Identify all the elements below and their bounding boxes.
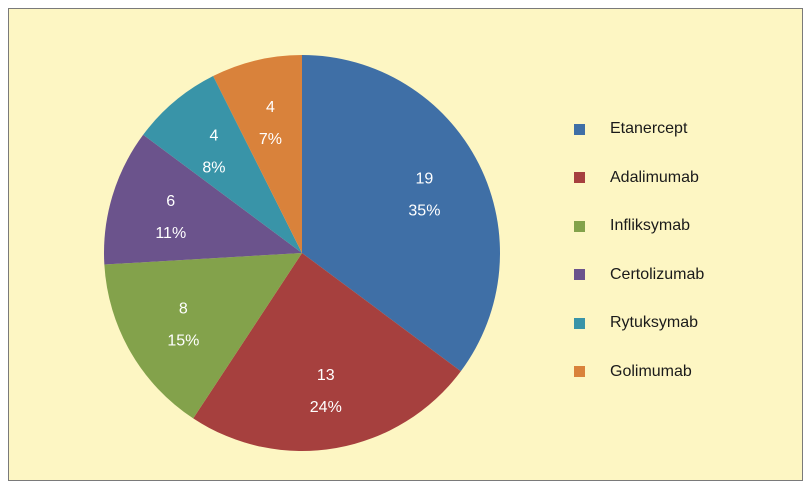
pie-slice-infliksymab xyxy=(104,253,302,419)
slice-value-label-rytuksymab: 4 xyxy=(209,127,218,144)
slice-percent-label-adalimumab: 24% xyxy=(310,399,342,416)
slice-percent-label-rytuksymab: 8% xyxy=(202,159,225,176)
legend-label: Golimumab xyxy=(610,362,692,380)
legend-label: Adalimumab xyxy=(610,168,699,186)
pie-slice-rytuksymab xyxy=(143,76,302,254)
slice-value-label-golimumab: 4 xyxy=(266,99,275,116)
legend-label: Infliksymab xyxy=(610,217,691,234)
legend-swatch xyxy=(574,123,585,135)
slice-percent-label-golimumab: 7% xyxy=(259,131,282,148)
pie-slice-golimumab xyxy=(213,55,302,253)
legend-label: Certolizumab xyxy=(610,265,705,283)
legend-item-etanercept: Etanercept xyxy=(574,119,687,139)
legend-swatch xyxy=(574,317,585,329)
legend-swatch xyxy=(574,172,585,183)
slice-value-label-infliksymab: 8 xyxy=(179,301,188,318)
slice-percent-label-etanercept: 35% xyxy=(408,203,440,220)
slice-value-label-certolizumab: 6 xyxy=(166,193,175,210)
pie-slice-etanercept xyxy=(302,55,501,372)
legend-item-infliksymab: Infliksymab xyxy=(574,216,690,236)
slice-value-label-etanercept: 19 xyxy=(416,171,434,188)
pie-slice-certolizumab xyxy=(104,134,302,265)
slice-value-label-adalimumab: 13 xyxy=(317,367,335,384)
legend-swatch xyxy=(574,366,585,377)
legend-item-adalimumab: Adalimumab xyxy=(574,168,699,188)
pie-chart: 19 35% 13 24% 8 15% 6 11% 4 8% 4 7% xyxy=(104,55,501,451)
legend-label: Etanercept xyxy=(610,120,688,137)
legend-item-golimumab: Golimumab xyxy=(574,362,692,382)
chart-panel: 19 35% 13 24% 8 15% 6 11% 4 8% 4 7% Etanercept Adali… xyxy=(8,8,803,481)
legend-label: Rytuksymab xyxy=(610,314,699,331)
legend-item-rytuksymab: Rytuksymab xyxy=(574,313,698,333)
legend-item-certolizumab: Certolizumab xyxy=(574,265,704,285)
slice-percent-label-certolizumab: 11% xyxy=(155,225,186,242)
pie-slice-adalimumab xyxy=(193,253,461,451)
slice-percent-label-infliksymab: 15% xyxy=(167,333,199,350)
legend-swatch xyxy=(574,269,585,280)
legend-swatch xyxy=(574,220,585,232)
